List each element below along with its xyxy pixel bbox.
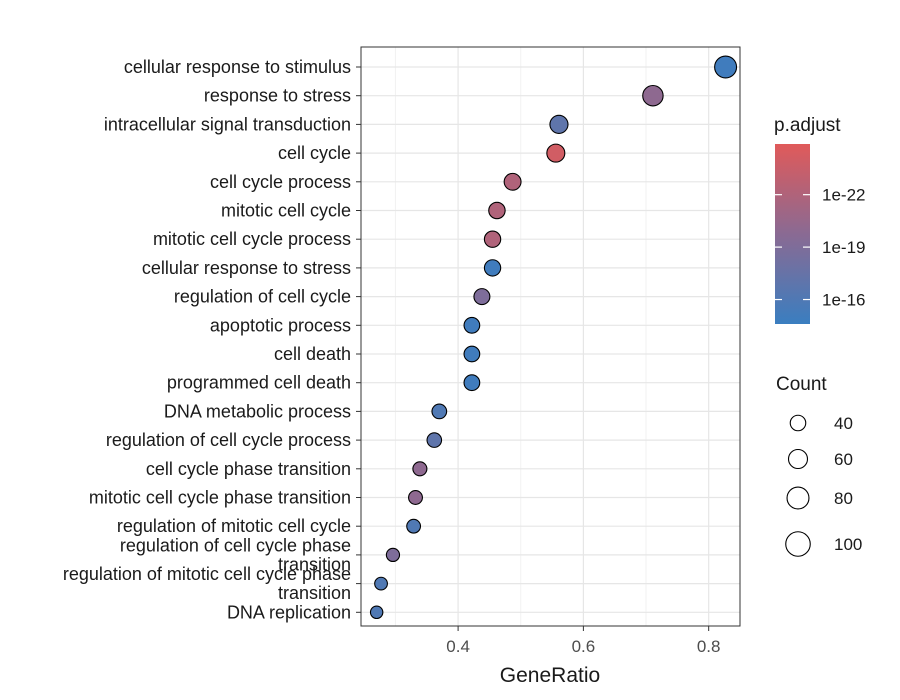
data-point bbox=[463, 316, 481, 334]
data-point bbox=[549, 114, 569, 134]
category-label: mitotic cell cycle phase transition bbox=[89, 488, 351, 508]
category-label: regulation of cell cycle bbox=[174, 287, 351, 307]
data-point bbox=[714, 55, 738, 79]
category-label: DNA replication bbox=[227, 602, 351, 622]
color-legend-label: 1e-19 bbox=[822, 238, 865, 257]
x-tick-label: 0.6 bbox=[572, 637, 596, 656]
size-legend-label: 100 bbox=[834, 535, 862, 554]
x-tick-label: 0.4 bbox=[446, 637, 470, 656]
data-point bbox=[374, 576, 388, 591]
data-point bbox=[385, 547, 401, 563]
data-point bbox=[463, 345, 481, 363]
size-legend-key bbox=[786, 486, 810, 510]
category-label: apoptotic process bbox=[210, 315, 351, 335]
color-bar bbox=[775, 144, 810, 324]
color-legend: p.adjust 1e-22 1e-19 1e-16 bbox=[774, 115, 865, 324]
data-point bbox=[412, 461, 428, 477]
size-legend-label: 40 bbox=[834, 414, 853, 433]
data-point bbox=[483, 259, 502, 277]
category-label: cell death bbox=[274, 344, 351, 364]
category-labels: cellular response to stimulus response to… bbox=[63, 57, 361, 622]
category-label: mitotic cell cycle process bbox=[153, 229, 351, 249]
data-point bbox=[473, 288, 491, 306]
category-label: intracellular signal transduction bbox=[104, 114, 351, 134]
category-label: cellular response to stress bbox=[142, 258, 351, 278]
category-label: mitotic cell cycle bbox=[221, 201, 351, 221]
size-legend-title: Count bbox=[776, 374, 827, 395]
data-point bbox=[483, 230, 502, 248]
data-point bbox=[463, 374, 481, 392]
data-point bbox=[369, 605, 384, 620]
size-legend-key bbox=[789, 414, 807, 432]
data-point bbox=[406, 518, 422, 534]
data-point bbox=[431, 403, 448, 420]
data-point bbox=[408, 490, 423, 505]
x-axis-title: GeneRatio bbox=[500, 664, 600, 687]
data-point bbox=[503, 172, 522, 191]
category-label: cell cycle bbox=[278, 143, 351, 163]
data-point bbox=[642, 84, 664, 107]
category-label: regulation of mitotic cell cycle bbox=[117, 516, 351, 536]
category-label: cell cycle process bbox=[210, 172, 351, 192]
category-label: cellular response to stimulus bbox=[124, 57, 351, 77]
size-legend-label: 80 bbox=[834, 489, 853, 508]
category-label: regulation of mitotic cell cycle phase tr… bbox=[63, 564, 351, 603]
x-tick-label: 0.8 bbox=[697, 637, 721, 656]
category-label: regulation of cell cycle phase transition bbox=[120, 535, 351, 574]
size-legend-key bbox=[785, 531, 811, 557]
category-label: DNA metabolic process bbox=[164, 401, 351, 421]
data-point bbox=[488, 201, 506, 220]
size-legend-key bbox=[787, 448, 809, 470]
panel-background bbox=[361, 47, 740, 626]
panel-border bbox=[360, 46, 741, 627]
color-legend-title: p.adjust bbox=[774, 115, 841, 136]
category-label: cell cycle phase transition bbox=[146, 459, 351, 479]
category-label: regulation of cell cycle process bbox=[106, 430, 351, 450]
size-legend-label: 60 bbox=[834, 450, 853, 469]
color-legend-label: 1e-16 bbox=[822, 291, 865, 310]
color-legend-label: 1e-22 bbox=[822, 186, 865, 205]
x-axis: 0.4 0.6 0.8 bbox=[446, 626, 720, 656]
category-label: response to stress bbox=[204, 86, 351, 106]
category-label: programmed cell death bbox=[167, 373, 351, 393]
data-point bbox=[546, 143, 566, 163]
plot-panel bbox=[360, 46, 741, 627]
size-legend: Count 40 60 80 100 bbox=[776, 374, 862, 557]
data-point bbox=[426, 432, 443, 448]
data-points bbox=[369, 55, 738, 620]
